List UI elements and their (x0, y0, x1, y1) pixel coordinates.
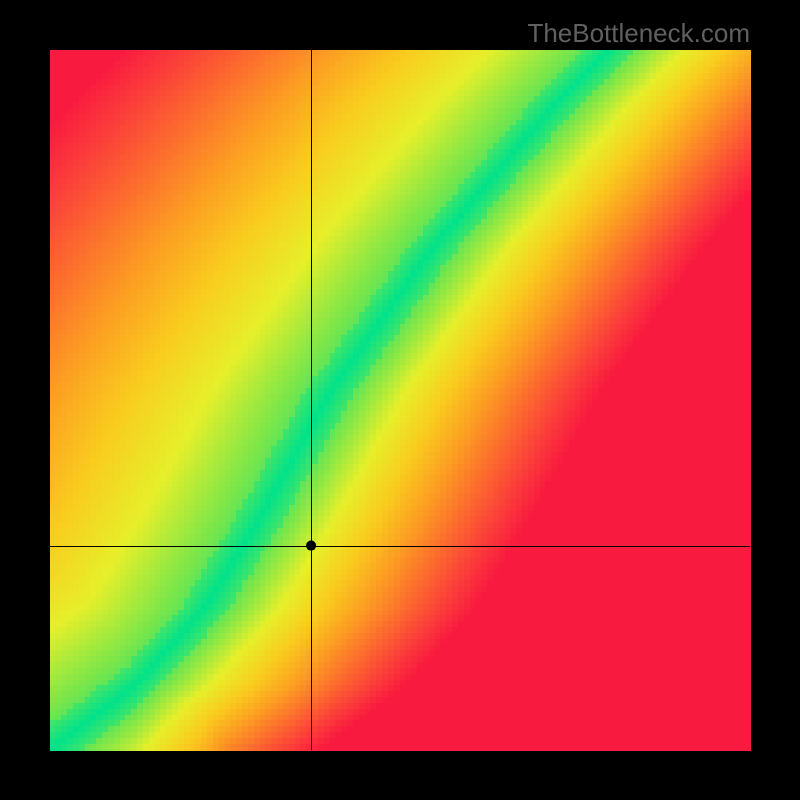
chart-container: TheBottleneck.com (0, 0, 800, 800)
bottleneck-heatmap (0, 0, 800, 800)
watermark-text: TheBottleneck.com (527, 18, 750, 49)
